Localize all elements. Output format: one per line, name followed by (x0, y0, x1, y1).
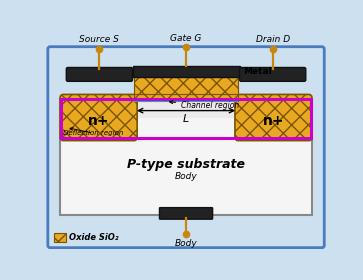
Text: n+: n+ (88, 114, 109, 128)
Text: P-type substrate: P-type substrate (127, 158, 245, 171)
Bar (134, 94, 238, 101)
Text: Body: Body (174, 239, 197, 248)
Bar (60, 99, 312, 118)
FancyBboxPatch shape (159, 208, 213, 219)
Text: Deflection region: Deflection region (63, 127, 123, 136)
FancyBboxPatch shape (240, 67, 306, 81)
Bar (134, 100, 238, 102)
Text: Channel region: Channel region (170, 101, 239, 110)
Text: Oxide SiO₂: Oxide SiO₂ (69, 233, 118, 242)
FancyBboxPatch shape (60, 94, 137, 141)
Text: L: L (183, 114, 189, 124)
Bar (132, 66, 240, 77)
Bar (134, 77, 238, 94)
Text: Body: Body (174, 172, 197, 181)
Bar (54, 233, 66, 241)
FancyBboxPatch shape (48, 47, 324, 248)
Text: Source S: Source S (79, 35, 119, 44)
FancyBboxPatch shape (235, 94, 312, 141)
Bar (61, 99, 311, 137)
Text: Gate G: Gate G (170, 34, 201, 43)
Text: Drain D: Drain D (256, 35, 290, 44)
Text: n+: n+ (263, 114, 284, 128)
Text: Metal: Metal (242, 67, 272, 76)
FancyBboxPatch shape (66, 67, 132, 81)
Bar (60, 99, 312, 214)
